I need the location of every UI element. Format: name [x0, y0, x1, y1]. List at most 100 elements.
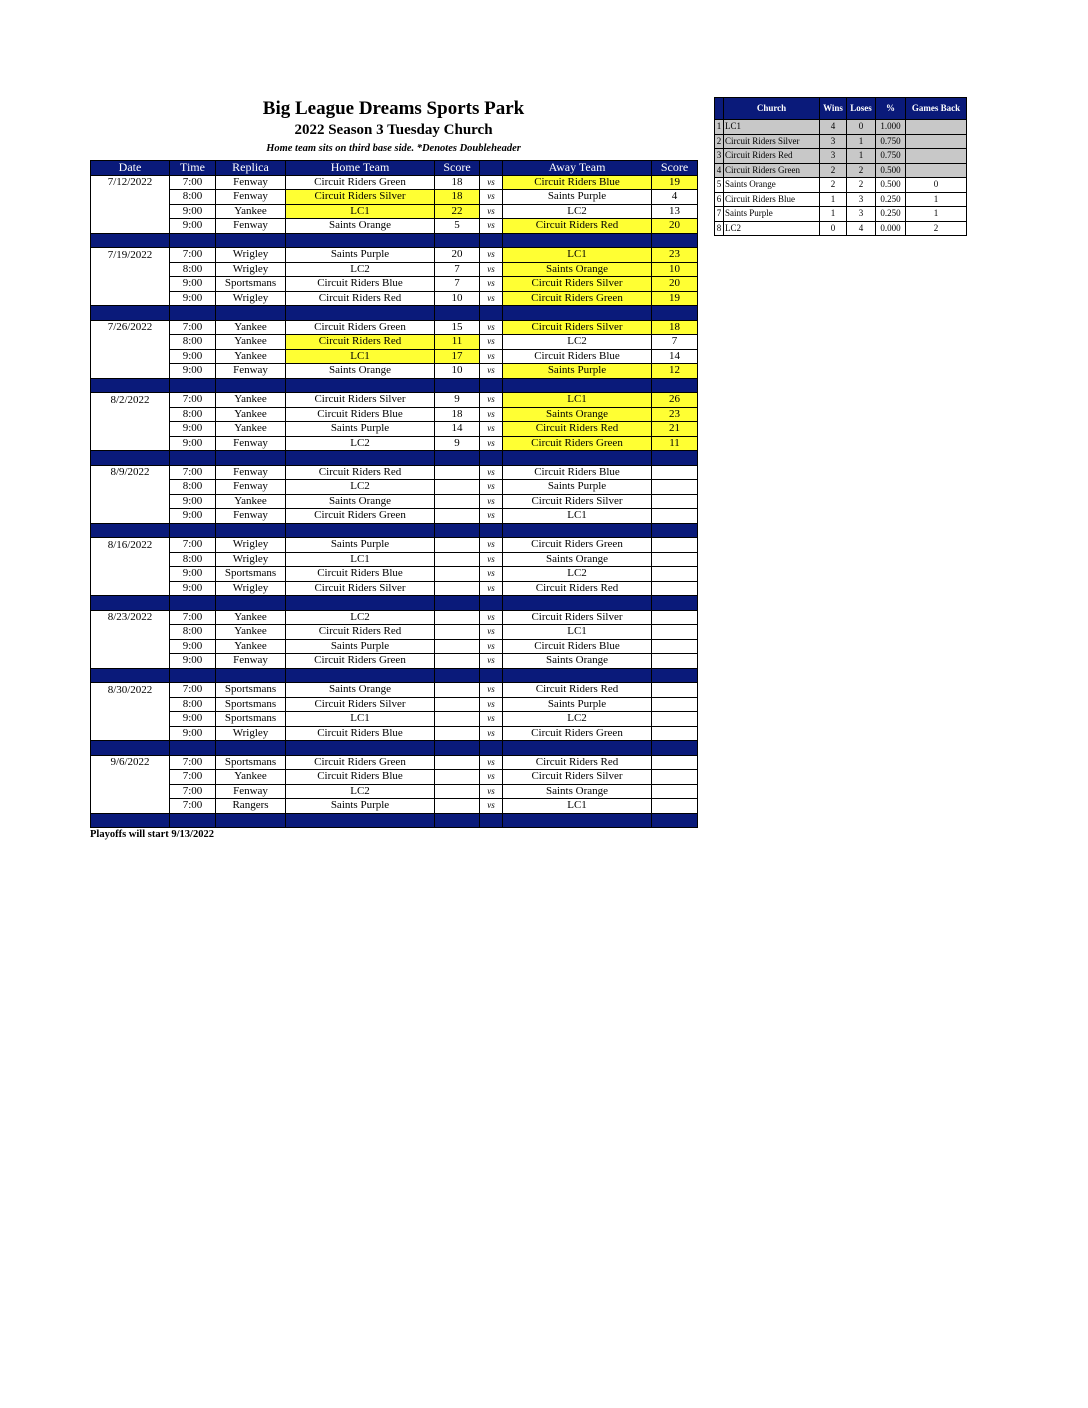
home-team: Saints Purple [285, 537, 435, 553]
game-row: 9:00 Sportsmans Circuit Riders Blue vs LC2 [90, 566, 698, 582]
time-cell: 7:00 [169, 682, 216, 698]
home-score: 14 [434, 421, 480, 437]
loses: 2 [846, 162, 876, 178]
wins: 3 [819, 133, 847, 149]
separator-cell [90, 812, 170, 828]
time-cell: 9:00 [169, 348, 216, 364]
away-team: Circuit Riders Red [502, 421, 652, 437]
game-row: 8:00 Wrigley LC1 vs Saints Orange [90, 551, 698, 567]
away-score: 20 [651, 218, 698, 234]
replica-cell: Fenway [215, 218, 286, 234]
date-cell [90, 798, 170, 813]
replica-cell: Wrigley [215, 261, 286, 277]
vs: vs [479, 566, 503, 582]
team: Saints Purple [723, 206, 820, 222]
separator-cell [479, 305, 503, 321]
away-score [651, 464, 698, 480]
home-team: Circuit Riders Silver [285, 189, 435, 205]
date-cell [90, 189, 170, 204]
separator-cell [434, 740, 480, 756]
header-cell: Time [169, 160, 216, 176]
date-cell: 8/9/2022 [90, 465, 170, 480]
home-team: Saints Purple [285, 638, 435, 654]
home-team: LC2 [285, 261, 435, 277]
vs: vs [479, 537, 503, 553]
date-cell [90, 769, 170, 784]
home-score [434, 624, 480, 640]
vs: vs [479, 174, 503, 190]
home-score [434, 638, 480, 654]
time-cell: 9:00 [169, 711, 216, 727]
away-team: Circuit Riders Silver [502, 319, 652, 335]
header-cell: Score [651, 160, 698, 176]
separator-cell [651, 305, 698, 321]
home-team: Circuit Riders Blue [285, 276, 435, 292]
loses: 2 [846, 177, 876, 193]
separator-cell [90, 522, 170, 538]
game-row: 9:00 Yankee LC1 17 vs Circuit Riders Blue 14 [90, 348, 698, 364]
separator-cell [215, 812, 286, 828]
home-score [434, 783, 480, 799]
time-cell: 9:00 [169, 290, 216, 306]
standing-row: 2 Circuit Riders Silver 3 1 0.750 [714, 133, 967, 149]
separator-cell [434, 595, 480, 611]
date-cell: 9/6/2022 [90, 755, 170, 770]
separator-cell [479, 522, 503, 538]
standing-row: 4 Circuit Riders Green 2 2 0.500 [714, 162, 967, 178]
away-team: LC2 [502, 566, 652, 582]
away-score [651, 725, 698, 741]
date-cell [90, 711, 170, 726]
replica-cell: Yankee [215, 203, 286, 219]
away-score [651, 682, 698, 698]
separator-cell [479, 812, 503, 828]
separator-cell [502, 522, 652, 538]
separator-cell [434, 450, 480, 466]
header-cell: Wins [819, 97, 847, 120]
home-team: LC2 [285, 435, 435, 451]
game-row: 9:00 Yankee LC1 22 vs LC2 13 [90, 203, 698, 219]
date-cell [90, 508, 170, 523]
vs: vs [479, 464, 503, 480]
vs: vs [479, 580, 503, 596]
standing-row: 7 Saints Purple 1 3 0.250 1 [714, 206, 967, 222]
header-cell: Loses [846, 97, 876, 120]
separator-cell [651, 377, 698, 393]
away-team: Circuit Riders Green [502, 725, 652, 741]
game-row: 9:00 Sportsmans LC1 vs LC2 [90, 711, 698, 727]
separator-cell [651, 812, 698, 828]
game-row: 8/16/2022 7:00 Wrigley Saints Purple vs Circu… [90, 537, 698, 553]
time-cell: 8:00 [169, 551, 216, 567]
separator-cell [651, 450, 698, 466]
home-score: 15 [434, 319, 480, 335]
separator-row [90, 740, 698, 756]
time-cell: 7:00 [169, 609, 216, 625]
separator-cell [285, 377, 435, 393]
home-score [434, 682, 480, 698]
away-score [651, 580, 698, 596]
home-score [434, 725, 480, 741]
separator-cell [502, 232, 652, 248]
separator-cell [215, 667, 286, 683]
date-cell [90, 291, 170, 306]
vs: vs [479, 682, 503, 698]
home-team: Circuit Riders Blue [285, 769, 435, 785]
away-score: 23 [651, 247, 698, 263]
away-score [651, 566, 698, 582]
wins: 2 [819, 162, 847, 178]
date-cell [90, 262, 170, 277]
away-score: 20 [651, 276, 698, 292]
games-back [905, 119, 967, 135]
vs: vs [479, 276, 503, 292]
home-score [434, 551, 480, 567]
away-score [651, 754, 698, 770]
team: Circuit Riders Green [723, 162, 820, 178]
vs: vs [479, 421, 503, 437]
away-team: Circuit Riders Red [502, 754, 652, 770]
loses: 3 [846, 191, 876, 207]
separator-cell [215, 595, 286, 611]
separator-cell [169, 450, 216, 466]
separator-cell [479, 377, 503, 393]
separator-cell [285, 232, 435, 248]
home-team: LC2 [285, 479, 435, 495]
